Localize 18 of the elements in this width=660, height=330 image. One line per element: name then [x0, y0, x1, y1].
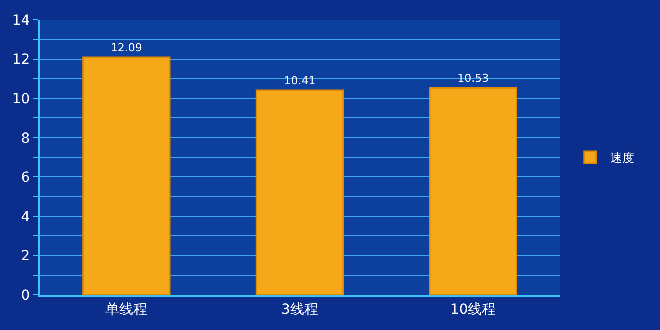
y-tick-label: 0: [21, 288, 30, 304]
y-tick-label: 2: [21, 248, 30, 265]
y-tick-label: 14: [12, 12, 30, 29]
x-tick-label: 3线程: [282, 302, 318, 318]
data-label: 10.41: [284, 74, 316, 88]
bar: [429, 87, 518, 295]
y-tick-label: 4: [21, 209, 30, 226]
bar: [256, 90, 344, 295]
y-tick-label: 8: [21, 130, 30, 147]
data-label: 12.09: [110, 42, 142, 55]
x-tick-label: 10线程: [450, 302, 496, 318]
y-tick-label: 6: [21, 170, 30, 186]
legend-label: 速度: [610, 151, 634, 166]
x-tick-label: 单线程: [106, 302, 148, 318]
y-tick-label: 10: [12, 91, 30, 108]
bar: [82, 56, 171, 295]
data-label: 10.53: [458, 72, 490, 86]
y-tick-label: 12: [12, 52, 30, 68]
